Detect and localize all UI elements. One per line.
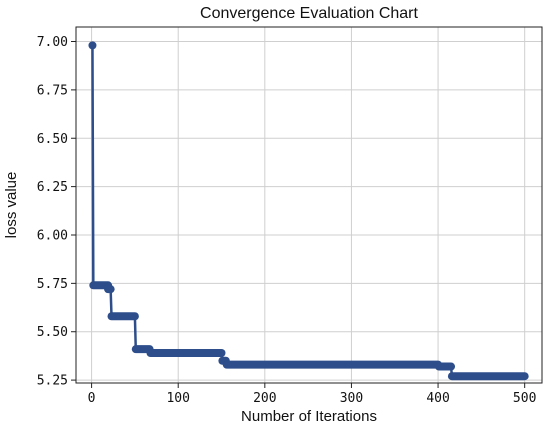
x-tick-label: 200 (253, 391, 276, 406)
data-point (88, 41, 97, 50)
y-tick-label: 6.25 (37, 180, 68, 195)
x-tick-label: 300 (340, 391, 363, 406)
y-tick-label: 5.75 (37, 277, 68, 292)
y-tick-label: 6.00 (37, 228, 68, 243)
x-tick-label: 100 (166, 391, 189, 406)
y-tick-label: 6.50 (37, 132, 68, 147)
x-axis-label: Number of Iterations (241, 408, 377, 425)
plot-frame (75, 26, 543, 384)
tick-layer: 0 100 200 300 400 500 5.25 5.50 5.75 6.00 6.25 6.50… (37, 35, 537, 406)
data-layer (88, 41, 529, 381)
y-tick-label: 6.75 (37, 83, 68, 98)
x-tick-label: 400 (426, 391, 449, 406)
y-tick-label: 5.25 (37, 374, 68, 389)
x-tick-label: 500 (513, 391, 536, 406)
y-tick-label: 5.50 (37, 325, 68, 340)
chart-title: Convergence Evaluation Chart (200, 5, 418, 22)
y-tick-label: 7.00 (37, 35, 68, 50)
y-axis-label: loss value (3, 172, 20, 239)
x-tick-label: 0 (88, 391, 96, 406)
loss-line (91, 45, 525, 378)
grid-layer (76, 27, 542, 383)
